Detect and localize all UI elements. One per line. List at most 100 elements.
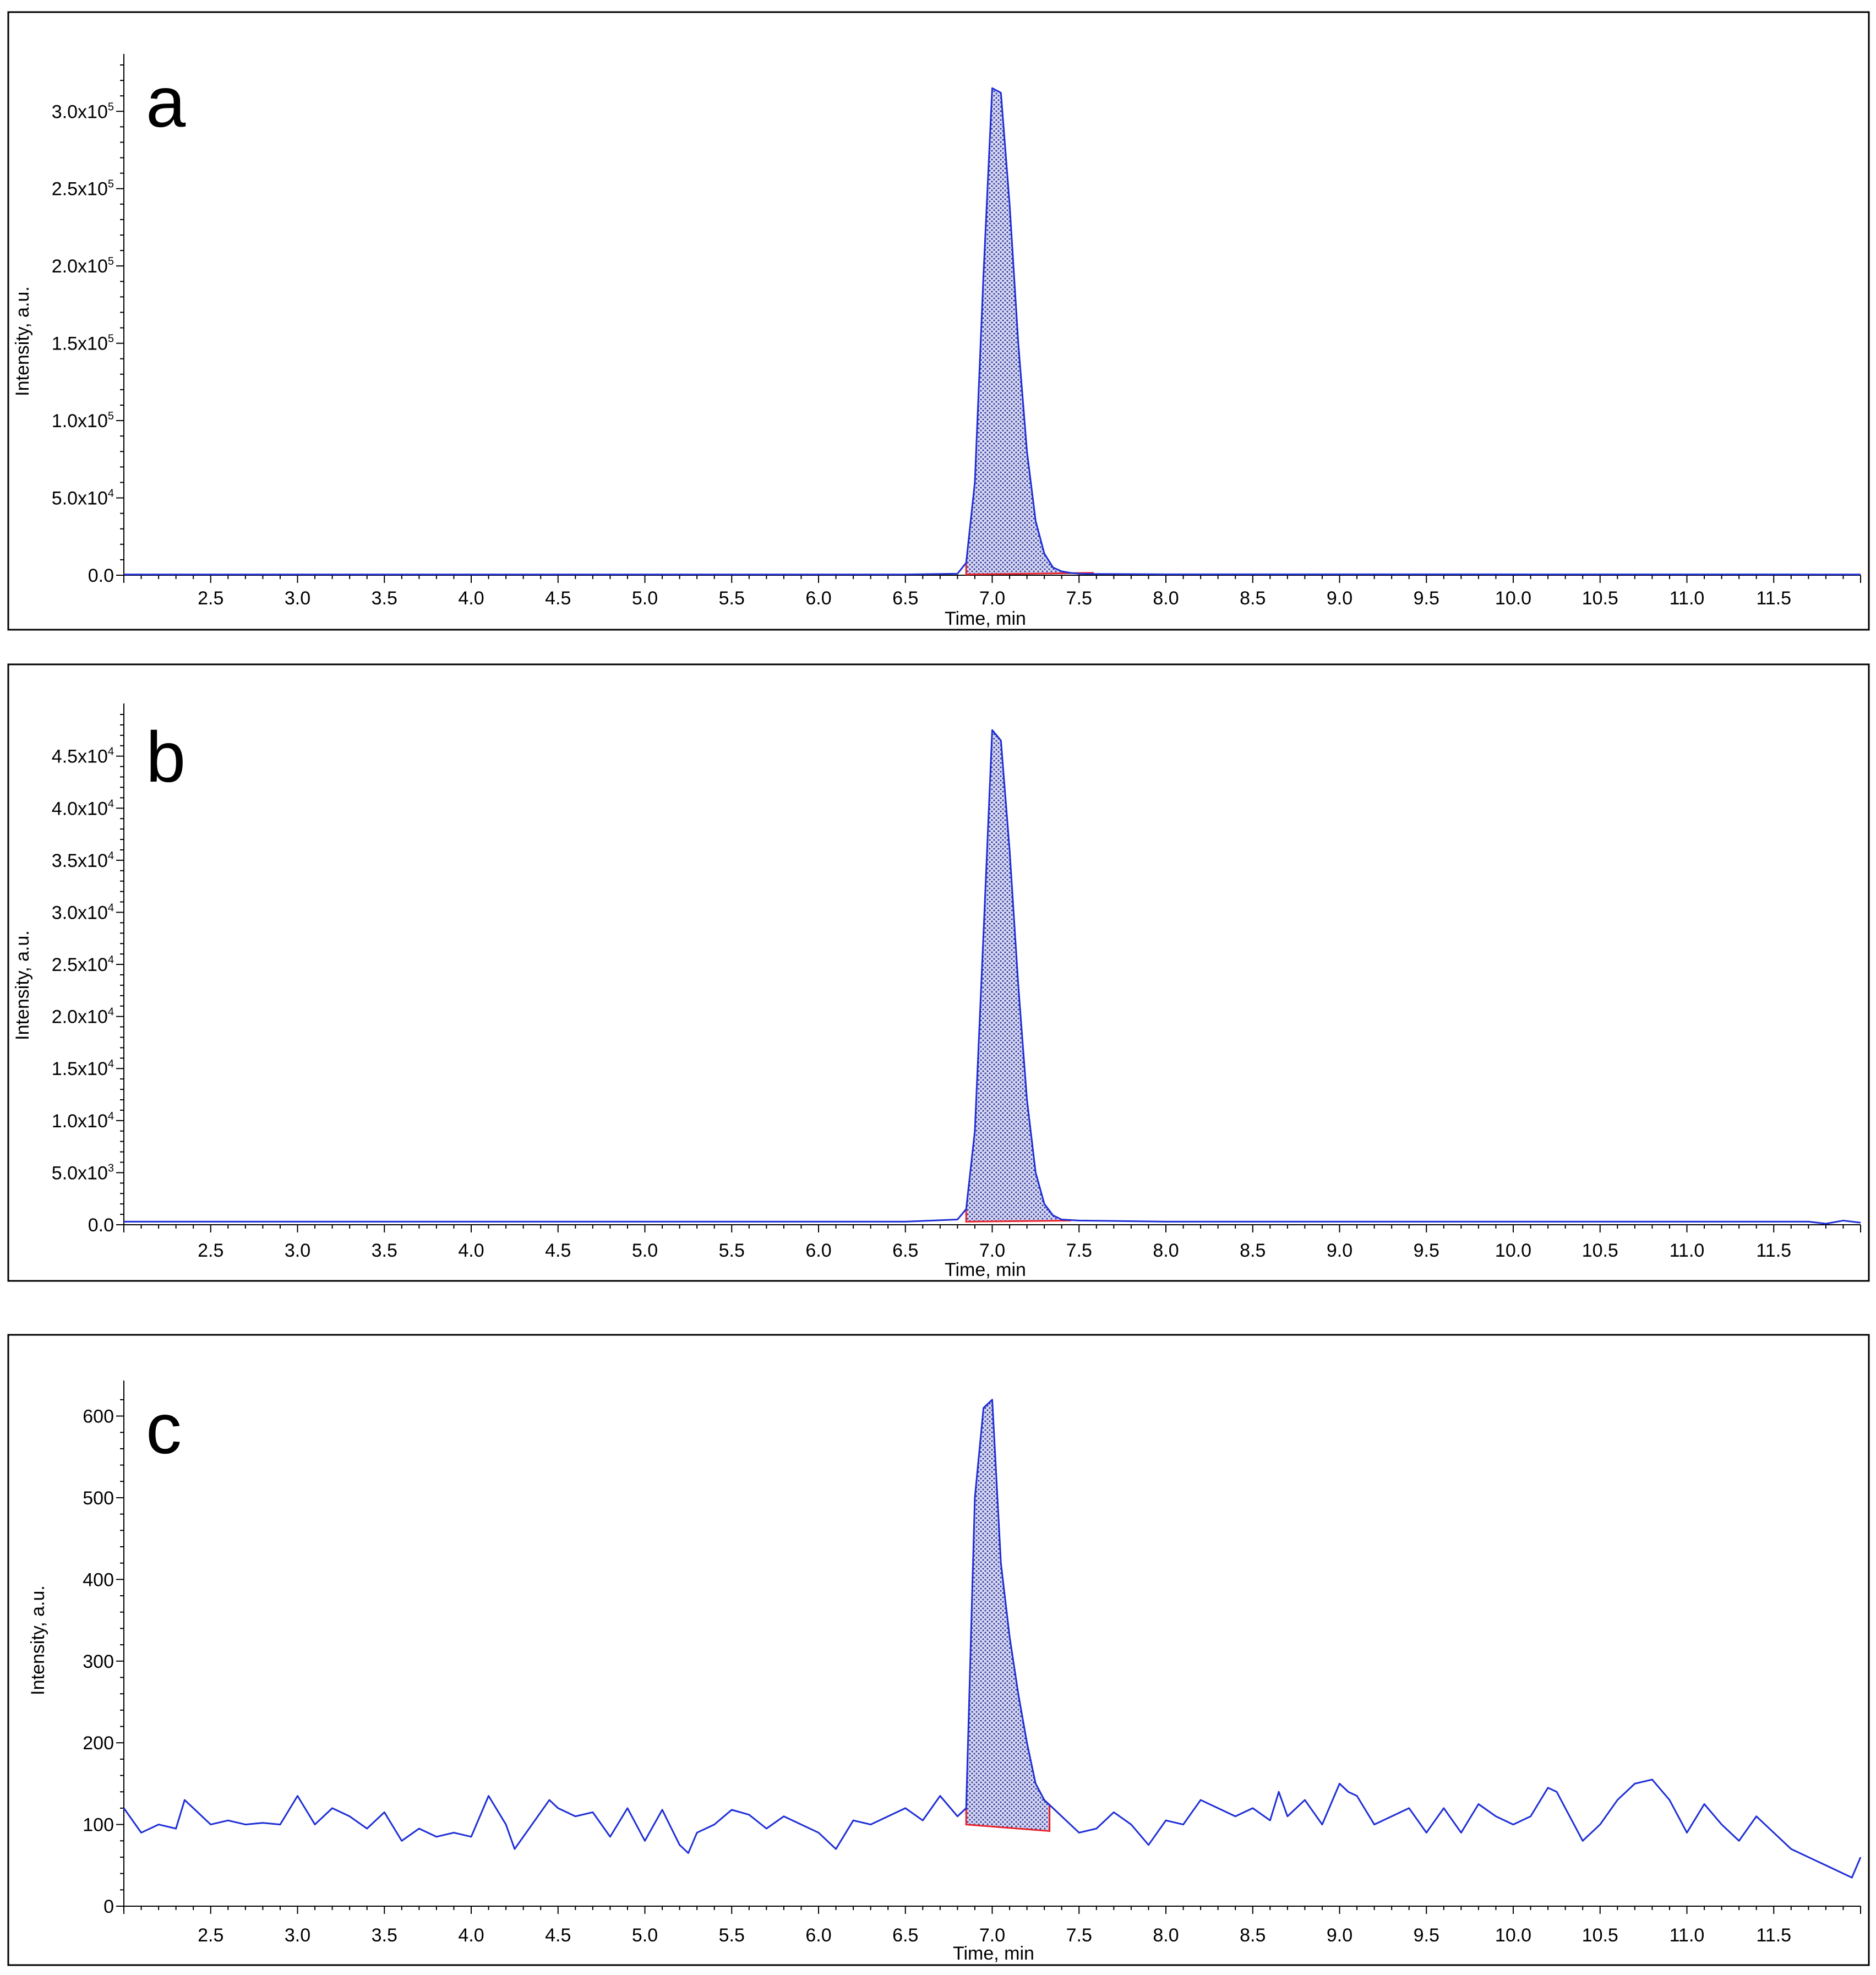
panel-a-x-tick-label: 6.0 (805, 588, 831, 609)
panel-a-x-tick-label: 8.5 (1240, 588, 1266, 609)
panel-c-y-tick-label: 0 (103, 1896, 114, 1917)
panel-c-x-tick-label: 6.0 (805, 1925, 831, 1946)
panel-c-x-tick-label: 2.5 (198, 1925, 223, 1946)
panel-a-x-tick-label: 5.0 (632, 588, 658, 609)
panel-b-trace-line (124, 729, 1861, 1225)
panel-b-x-tick-label: 11.5 (1756, 1240, 1791, 1261)
panel-c-x-tick-label: 6.5 (892, 1925, 918, 1946)
panel-a-x-tick-label: 9.5 (1414, 588, 1439, 609)
panel-c-x-tick-label: 11.0 (1670, 1925, 1705, 1946)
panel-b-letter: b (146, 717, 186, 797)
panel-b-x-tick-label: 4.5 (545, 1240, 571, 1261)
panel-a-x-tick-label: 9.0 (1327, 588, 1353, 609)
panel-b-y-tick-label: 0.0 (88, 1215, 114, 1236)
panel-c-trace-line (123, 1399, 1862, 1879)
panel-c-x-tick-label: 10.5 (1582, 1925, 1618, 1946)
panel-c-frame (7, 1334, 1870, 1966)
panel-c-x-tick-label: 5.0 (632, 1925, 658, 1946)
panel-b-x-tick-label: 6.5 (892, 1240, 918, 1261)
panel-b-x-tick-label: 11.0 (1670, 1240, 1705, 1261)
panel-c-y-tick-label: 400 (83, 1569, 114, 1590)
panel-a-x-tick-label: 11.0 (1670, 588, 1705, 609)
panel-c-x-tick-label: 4.5 (545, 1925, 571, 1946)
panel-b-plot: 2.5 3.0 3.5 4.0 4.5 5.0 5.5 6.0 6.5 7.0 7.5 8.0 8.5 9… (52, 703, 1861, 1261)
panel-b-x-tick-label: 8.5 (1240, 1240, 1266, 1261)
panel-a-x-tick-label: 3.5 (372, 588, 397, 609)
panel-b-y-tick-label: 4.0x104 (52, 798, 114, 819)
panel-c-y-tick-label: 500 (83, 1488, 114, 1509)
panel-a-y-tick-label: 0.0 (88, 565, 114, 586)
panel-c-x-tick-label: 7.0 (979, 1925, 1005, 1946)
panel-a-peak-area (966, 88, 1093, 575)
panel-c: 2.5 3.0 3.5 4.0 4.5 5.0 5.5 6.0 6.5 7.0 7.5 8.0 8.5 9… (7, 1334, 1870, 1966)
panel-a-ylabel: Intensity, a.u. (12, 286, 33, 396)
panel-b-x-tick-label: 3.0 (285, 1240, 310, 1261)
panel-b-xlabel: Time, min (945, 1259, 1026, 1280)
panel-a-frame (7, 11, 1870, 631)
panel-b-y-tick-label: 2.5x104 (52, 954, 114, 975)
panel-a-x-tick-label: 10.5 (1582, 588, 1618, 609)
panel-c-xlabel: Time, min (953, 1943, 1034, 1964)
panel-a-x-tick-label: 7.5 (1066, 588, 1092, 609)
panel-c-letter: c (146, 1388, 182, 1469)
panel-c-y-tick-label: 300 (83, 1651, 114, 1672)
panel-a-x-tick-label: 4.0 (458, 588, 484, 609)
panel-c-x-tick-label: 5.5 (719, 1925, 745, 1946)
panel-a-x-tick-label: 11.5 (1756, 588, 1791, 609)
panel-a-x-tick-label: 3.0 (285, 588, 310, 609)
panel-b-x-tick-label: 2.5 (198, 1240, 223, 1261)
panel-c-x-tick-label: 8.0 (1153, 1925, 1179, 1946)
panel-c-y-tick-label: 200 (83, 1733, 114, 1754)
panel-a-xlabel: Time, min (945, 608, 1026, 629)
panel-a-y-tick-label: 3.0x105 (52, 101, 114, 122)
panel-c-x-tick-label: 11.5 (1756, 1925, 1791, 1946)
panel-c-plot: 2.5 3.0 3.5 4.0 4.5 5.0 5.5 6.0 6.5 7.0 7.5 8.0 8.5 9… (83, 1381, 1862, 1946)
panel-a-x-tick-label: 4.5 (545, 588, 571, 609)
panel-a-y-tick-label: 1.5x105 (52, 333, 114, 354)
panel-c-peak-area (966, 1399, 1050, 1831)
panel-b-y-tick-label: 1.0x104 (52, 1110, 114, 1132)
panel-b-y-tick-label: 5.0x103 (52, 1162, 114, 1183)
panel-c-x-tick-label: 3.0 (285, 1925, 310, 1946)
panel-b-y-tick-label: 1.5x104 (52, 1058, 114, 1079)
panel-b-x-tick-label: 4.0 (458, 1240, 484, 1261)
panel-a-x-tick-label: 5.5 (719, 588, 745, 609)
panel-b-y-tick-label: 3.5x104 (52, 850, 114, 871)
panel-b-ylabel: Intensity, a.u. (12, 930, 33, 1040)
panel-a-letter: a (146, 62, 186, 142)
panel-b-x-tick-label: 10.0 (1495, 1240, 1531, 1261)
panel-b: 2.5 3.0 3.5 4.0 4.5 5.0 5.5 6.0 6.5 7.0 7.5 8.0 8.5 9… (7, 663, 1870, 1282)
panel-c-x-tick-label: 9.0 (1327, 1925, 1353, 1946)
panel-b-y-tick-label: 2.0x104 (52, 1006, 114, 1028)
panel-b-x-tick-label: 10.5 (1582, 1240, 1618, 1261)
panel-b-frame (7, 663, 1870, 1282)
panel-c-x-tick-label: 10.0 (1495, 1925, 1531, 1946)
panel-c-integration-baseline (965, 1804, 1051, 1832)
panel-a: 2.5 3.0 3.5 4.0 4.5 5.0 5.5 6.0 6.5 7.0 7.5 8.0 8.5 9… (7, 11, 1870, 631)
panel-b-x-tick-label: 5.5 (719, 1240, 745, 1261)
panel-b-x-tick-label: 7.0 (979, 1240, 1005, 1261)
panel-a-y-tick-label: 2.0x105 (52, 255, 114, 277)
panel-b-y-tick-label: 4.5x104 (52, 746, 114, 767)
panel-b-x-tick-label: 9.0 (1327, 1240, 1353, 1261)
panel-a-x-tick-label: 8.0 (1153, 588, 1179, 609)
panel-a-y-tick-label: 1.0x105 (52, 410, 114, 432)
panel-a-x-tick-label: 10.0 (1495, 588, 1531, 609)
panel-b-x-tick-label: 5.0 (632, 1240, 658, 1261)
panel-c-ylabel: Intensity, a.u. (28, 1585, 48, 1695)
panel-b-x-tick-label: 9.5 (1414, 1240, 1439, 1261)
panel-b-x-tick-label: 3.5 (372, 1240, 397, 1261)
panel-b-x-tick-label: 8.0 (1153, 1240, 1179, 1261)
panel-c-x-tick-label: 9.5 (1414, 1925, 1439, 1946)
panel-c-x-tick-label: 3.5 (372, 1925, 397, 1946)
panel-a-trace-line (124, 87, 1861, 576)
panel-b-x-tick-label: 7.5 (1066, 1240, 1092, 1261)
panel-c-y-tick-label: 100 (83, 1815, 114, 1836)
panel-b-x-tick-label: 6.0 (805, 1240, 831, 1261)
panel-a-plot: 2.5 3.0 3.5 4.0 4.5 5.0 5.5 6.0 6.5 7.0 7.5 8.0 8.5 9… (52, 54, 1861, 609)
panel-a-y-tick-label: 2.5x105 (52, 178, 114, 200)
panel-b-peak-area (966, 730, 1071, 1222)
panel-c-x-tick-label: 7.5 (1066, 1925, 1092, 1946)
panel-c-x-tick-label: 4.0 (458, 1925, 484, 1946)
